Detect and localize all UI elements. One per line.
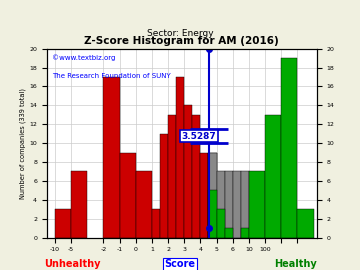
Bar [168, 115, 176, 238]
Bar [241, 228, 249, 238]
Bar [225, 228, 233, 238]
Bar [55, 209, 71, 238]
Bar [281, 58, 297, 238]
Bar [103, 77, 120, 238]
Text: Score: Score [165, 259, 195, 269]
Bar [192, 115, 201, 238]
Bar [208, 153, 217, 238]
Bar [249, 171, 265, 238]
Y-axis label: Number of companies (339 total): Number of companies (339 total) [20, 87, 26, 199]
Bar [208, 190, 217, 238]
Bar [152, 209, 160, 238]
Bar [217, 209, 225, 238]
Bar [201, 153, 208, 238]
Bar [176, 77, 184, 238]
Bar [233, 171, 241, 238]
Bar [225, 171, 233, 238]
Bar [241, 171, 249, 238]
Title: Z-Score Histogram for AM (2016): Z-Score Histogram for AM (2016) [85, 36, 279, 46]
Bar [297, 209, 314, 238]
Bar [208, 153, 217, 238]
Bar [217, 171, 225, 238]
Bar [71, 171, 87, 238]
Bar [160, 134, 168, 238]
Text: Healthy: Healthy [274, 259, 316, 269]
Text: Sector: Energy: Sector: Energy [147, 29, 213, 38]
Text: 3.5287: 3.5287 [182, 131, 217, 140]
Bar [184, 105, 192, 238]
Bar [265, 115, 281, 238]
Text: Unhealthy: Unhealthy [44, 259, 100, 269]
Bar [120, 153, 136, 238]
Text: ©www.textbiz.org: ©www.textbiz.org [52, 54, 116, 61]
Text: The Research Foundation of SUNY: The Research Foundation of SUNY [52, 73, 171, 79]
Bar [136, 171, 152, 238]
